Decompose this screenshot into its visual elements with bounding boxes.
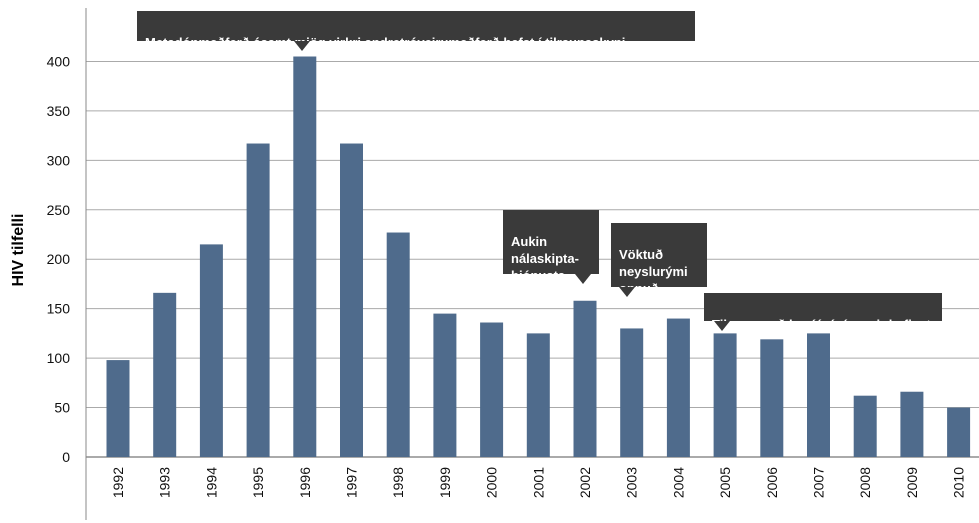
annotation-needle-exchange-text: Aukin nálaskipta- þjónusta [511, 234, 579, 283]
y-tick-label: 250 [47, 202, 71, 218]
y-tick-label: 50 [54, 400, 70, 416]
bar-2008 [853, 395, 877, 457]
x-tick-label: 1995 [250, 467, 266, 498]
x-tick-label: 2001 [530, 467, 546, 498]
y-tick-label: 0 [62, 449, 70, 465]
annotation-pointer [619, 287, 635, 297]
x-tick-label: 1996 [297, 467, 313, 498]
x-tick-label: 1992 [110, 467, 126, 498]
annotation-pointer [575, 274, 591, 284]
x-tick-label: 1997 [344, 467, 360, 498]
x-tick-label: 2002 [577, 467, 593, 498]
annotation-needle-exchange: Aukin nálaskipta- þjónusta [503, 210, 599, 284]
bar-1997 [340, 143, 363, 457]
y-tick-label: 300 [47, 152, 71, 168]
bar-1995 [246, 143, 270, 457]
bar-2009 [900, 391, 924, 457]
y-tick-label: 400 [47, 53, 71, 69]
x-tick-label: 2006 [764, 467, 780, 498]
y-tick-label: 150 [47, 301, 71, 317]
annotation-methadone-text: Metadónmeðferð ásamt mjög virkri andretr… [145, 35, 626, 50]
bar-2007 [807, 333, 830, 457]
x-tick-label: 1999 [437, 467, 453, 498]
y-tick-label: 100 [47, 350, 71, 366]
x-tick-label: 1993 [157, 467, 173, 498]
bar-2000 [480, 322, 504, 457]
x-tick-label: 2009 [904, 467, 920, 498]
bar-1992 [106, 360, 130, 457]
x-tick-label: 1994 [203, 467, 219, 498]
bar-1999 [433, 313, 457, 457]
x-tick-label: 2007 [811, 467, 827, 498]
bar-2006 [760, 339, 784, 457]
bar-1996 [293, 56, 317, 457]
x-tick-label: 2003 [624, 467, 640, 498]
y-tick-labels: 0 50 100 150 200 250 300 350 400 [47, 53, 71, 465]
annotation-pointer [714, 321, 730, 331]
y-tick-label: 350 [47, 103, 71, 119]
x-tick-label: 2004 [670, 467, 686, 498]
y-axis-title: HIV tilfelli [10, 214, 27, 287]
bar-2001 [526, 333, 550, 457]
bar-2005 [713, 333, 737, 457]
y-tick-label: 200 [47, 251, 71, 267]
annotation-pointer [294, 41, 310, 51]
bar-2003 [620, 328, 644, 457]
x-tick-label: 2008 [857, 467, 873, 498]
x-tick-labels: 1992 1993 1994 1995 1996 1997 1998 1999 2000 2001… [110, 467, 967, 498]
x-tick-label: 2000 [484, 467, 500, 498]
bar-1998 [386, 232, 410, 457]
bars [106, 56, 971, 457]
bar-1993 [153, 292, 177, 457]
x-tick-label: 2010 [951, 467, 967, 498]
x-tick-label: 2005 [717, 467, 733, 498]
x-tick-label: 1998 [390, 467, 406, 498]
bar-2002 [573, 300, 597, 457]
annotation-consumption-rooms: Vöktuð neyslurými opnuð [611, 223, 707, 297]
bar-1994 [199, 244, 223, 457]
bar-2010 [947, 407, 971, 457]
annotation-methadone: Metadónmeðferð ásamt mjög virkri andretr… [137, 11, 695, 51]
annotation-heroin-prescription: Tilraun með heróínávísanair hefjast [704, 293, 942, 332]
annotation-heroin-prescription-text: Tilraun með heróínávísanair hefjast [712, 317, 931, 332]
bar-2004 [666, 318, 690, 457]
